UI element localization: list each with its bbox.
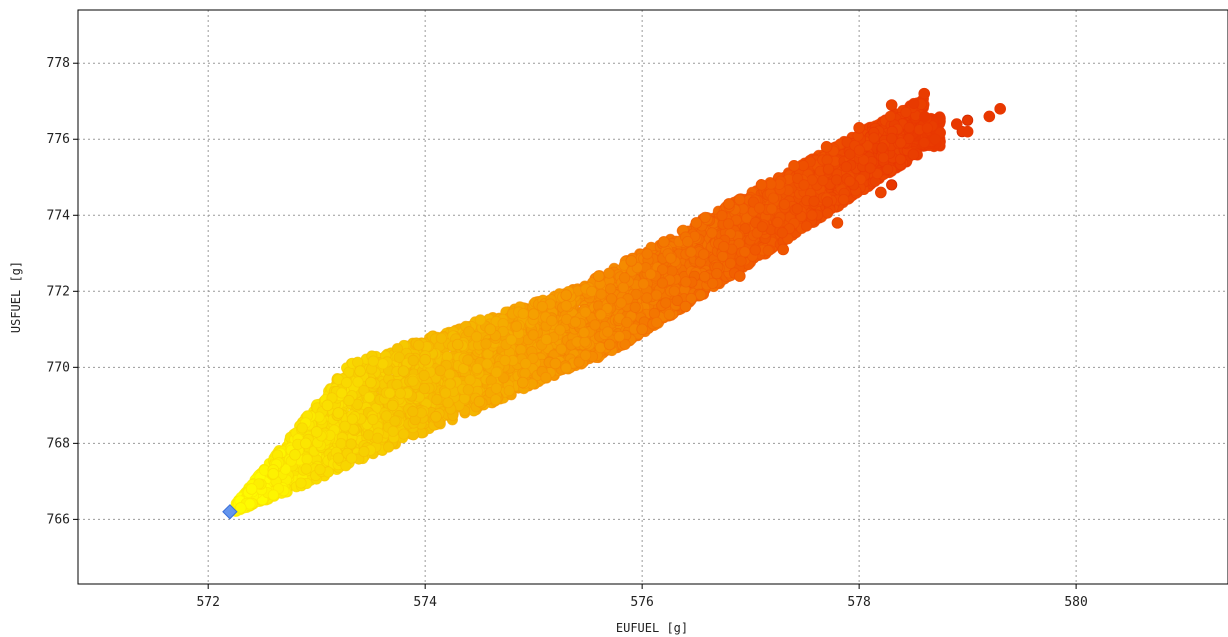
cloud-point [706, 227, 718, 239]
cloud-point [474, 314, 486, 326]
cloud-point [656, 277, 669, 289]
cloud-point [398, 428, 410, 440]
cloud-point [656, 263, 669, 276]
cloud-point [844, 148, 856, 160]
cloud-point [695, 289, 707, 301]
cloud-point [808, 195, 820, 207]
cloud-point [685, 246, 697, 258]
cloud-point [830, 174, 843, 186]
cloud-point [435, 332, 447, 344]
cloud-point [389, 415, 401, 427]
cloud-point [651, 316, 663, 329]
cloud-point [882, 163, 894, 175]
cloud-point [314, 463, 326, 476]
cloud-point [648, 307, 661, 319]
cloud-point [380, 410, 393, 422]
cloud-point [555, 343, 567, 355]
cloud-point [573, 356, 585, 368]
cloud-point [821, 154, 833, 166]
cloud-point [515, 344, 527, 356]
cloud-point [650, 289, 663, 301]
cloud-point [579, 349, 592, 361]
cloud-point [644, 268, 657, 280]
cloud-point [621, 316, 633, 328]
cloud-point [510, 320, 523, 332]
cloud-point [602, 326, 614, 338]
cloud-point [716, 209, 728, 222]
cloud-point [464, 374, 476, 386]
cloud-point [345, 438, 357, 450]
cloud-point [352, 376, 364, 388]
cloud-point [663, 308, 675, 321]
cloud-point [554, 324, 566, 336]
cloud-point [762, 244, 774, 257]
cloud-point [884, 110, 897, 122]
cloud-point [503, 384, 515, 397]
cloud-point [505, 334, 517, 346]
cloud-point [363, 391, 375, 403]
cloud-point [462, 354, 474, 366]
grid [78, 10, 1228, 584]
cloud-point [442, 397, 454, 409]
cloud-point [431, 394, 443, 406]
point-cloud [229, 93, 1006, 517]
cloud-point [894, 153, 907, 165]
cloud-point [579, 336, 591, 348]
cloud-point [434, 365, 446, 377]
cloud-point [301, 453, 313, 465]
